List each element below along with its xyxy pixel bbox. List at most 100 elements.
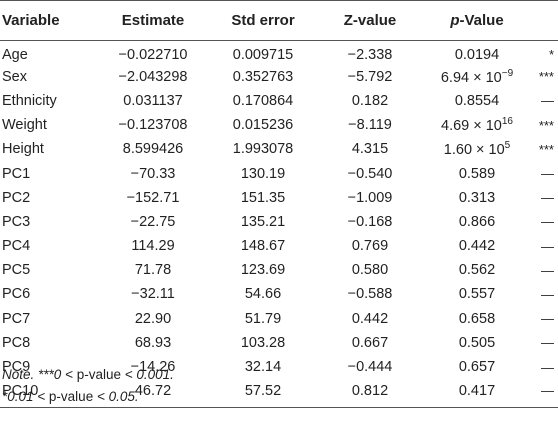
cell-z-value: −5.792 [347, 68, 393, 85]
cell-significance: — [541, 335, 554, 351]
cell-z-value: −0.168 [347, 213, 393, 230]
p-value-base: 0.0194 [454, 46, 500, 63]
cell-z-value: 0.769 [351, 238, 389, 255]
p-value-base: 0.8554 [454, 92, 500, 109]
cell-variable: Age [2, 46, 28, 63]
cell-p-value: 0.866 [422, 210, 532, 234]
table-row: PC9 −14.26 32.14 −0.444 0.657 — [0, 355, 558, 379]
table-row: PC2 −152.71 151.35 −1.009 0.313 — [0, 186, 558, 210]
p-value-base: 0.866 [458, 213, 496, 230]
p-value-base: 0.658 [458, 310, 496, 327]
cell-variable: PC5 [2, 262, 31, 279]
cell-variable: Height [2, 141, 44, 158]
cell-std-error: 103.28 [240, 334, 286, 351]
table-row: PC6 −32.11 54.66 −0.588 0.557 — [0, 282, 558, 306]
p-value-base: 0.657 [458, 359, 496, 376]
cell-std-error: 0.352763 [232, 68, 294, 85]
cell-p-value: 4.69 × 1016 [422, 113, 532, 137]
cell-estimate: −14.26 [130, 359, 176, 376]
cell-z-value: −1.009 [347, 189, 393, 206]
cell-z-value: −2.338 [347, 46, 393, 63]
cell-p-value: 0.589 [422, 161, 532, 185]
cell-significance: — [541, 262, 554, 278]
p-value-base: 0.562 [458, 262, 496, 279]
cell-p-value: 1.60 × 105 [422, 137, 532, 161]
p-value-base: 4.69 × 10 [441, 118, 502, 135]
cell-significance: — [541, 93, 554, 109]
cell-significance: * [548, 47, 554, 63]
cell-estimate: −2.043298 [118, 68, 188, 85]
cell-p-value: 0.442 [422, 234, 532, 258]
cell-z-value: 0.667 [351, 334, 389, 351]
header-p-value: p-Value [422, 0, 532, 41]
note-line-1-suffix: < 0.001. [120, 367, 174, 382]
cell-estimate: 0.031137 [123, 92, 183, 109]
p-value-exponent: −9 [501, 67, 514, 79]
cell-variable: Weight [2, 117, 47, 134]
cell-z-value: 0.812 [351, 382, 389, 399]
cell-std-error: 1.993078 [232, 141, 294, 158]
regression-results-table: Variable Estimate Std error Z-value p-Va… [0, 0, 558, 408]
cell-z-value: −0.588 [347, 286, 393, 303]
cell-std-error: 0.170864 [232, 92, 294, 109]
header-p-value-rest: -Value [459, 12, 504, 29]
cell-estimate: −70.33 [130, 165, 176, 182]
note-line-2-suffix: < 0.05. [93, 389, 139, 404]
p-value-base: 1.60 × 10 [443, 142, 505, 159]
p-value-exponent: 5 [504, 140, 511, 152]
p-value-base: 6.94 × 10 [440, 69, 502, 86]
table-header-row: Variable Estimate Std error Z-value p-Va… [0, 0, 558, 41]
cell-estimate: −0.022710 [118, 46, 188, 63]
header-estimate: Estimate [98, 0, 208, 41]
cell-significance: *** [538, 69, 554, 85]
table-row: PC7 22.90 51.79 0.442 0.658 — [0, 307, 558, 331]
table-row: PC1 −70.33 130.19 −0.540 0.589 — [0, 161, 558, 185]
cell-estimate: −22.75 [130, 213, 176, 230]
cell-variable: PC4 [2, 238, 31, 255]
cell-variable: PC3 [2, 213, 31, 230]
cell-variable: PC2 [2, 189, 31, 206]
table-row: PC3 −22.75 135.21 −0.168 0.866 — [0, 210, 558, 234]
cell-p-value: 0.417 [422, 379, 532, 407]
cell-std-error: 0.015236 [232, 117, 294, 134]
cell-significance: — [541, 214, 554, 230]
cell-z-value: −0.540 [347, 165, 393, 182]
cell-std-error: 32.14 [244, 359, 282, 376]
header-variable: Variable [0, 0, 98, 41]
cell-significance: — [541, 238, 554, 254]
note-line-2-plain: p-value [48, 389, 94, 404]
cell-estimate: 8.599426 [122, 141, 184, 158]
header-significance [532, 0, 558, 41]
cell-std-error: 57.52 [244, 382, 282, 399]
cell-z-value: 4.315 [351, 141, 389, 158]
table-notes: Note. ***0 < p-value < 0.001. *0.01 < p-… [2, 364, 174, 408]
table-row: Sex −2.043298 0.352763 −5.792 6.94 × 10−9 *** [0, 65, 558, 89]
cell-estimate: 22.90 [134, 310, 172, 327]
cell-variable: PC1 [2, 165, 31, 182]
cell-variable: PC10 [2, 382, 39, 399]
p-value-base: 0.557 [458, 286, 496, 303]
table-row: PC10 46.72 57.52 0.812 0.417 — [0, 379, 558, 408]
cell-z-value: −0.444 [347, 359, 393, 376]
cell-p-value: 0.8554 [422, 89, 532, 113]
cell-std-error: 148.67 [240, 238, 286, 255]
cell-estimate: −0.123708 [118, 117, 188, 134]
p-value-base: 0.313 [458, 189, 496, 206]
cell-significance: *** [538, 117, 554, 133]
cell-p-value: 0.657 [422, 355, 532, 379]
header-std-error: Std error [208, 0, 318, 41]
cell-significance: — [541, 190, 554, 206]
cell-std-error: 54.66 [244, 286, 282, 303]
p-value-base: 0.589 [458, 165, 496, 182]
cell-significance: *** [538, 141, 554, 157]
cell-p-value: 6.94 × 10−9 [422, 65, 532, 89]
cell-estimate: 68.93 [134, 334, 172, 351]
cell-estimate: −32.11 [131, 286, 175, 303]
p-value-base: 0.442 [458, 238, 496, 255]
cell-variable: PC6 [2, 286, 31, 303]
table-row: Age −0.022710 0.009715 −2.338 0.0194 * [0, 41, 558, 65]
cell-significance: — [541, 383, 554, 399]
cell-z-value: 0.182 [351, 92, 389, 109]
cell-std-error: 135.21 [240, 213, 286, 230]
